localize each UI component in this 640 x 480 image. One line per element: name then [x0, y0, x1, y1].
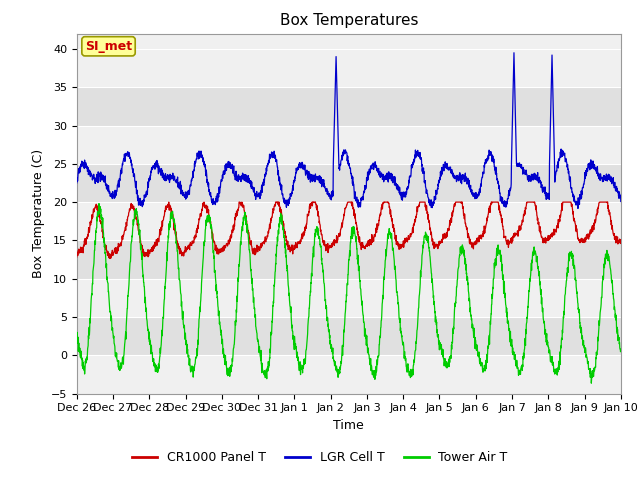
Legend: CR1000 Panel T, LGR Cell T, Tower Air T: CR1000 Panel T, LGR Cell T, Tower Air T	[127, 446, 513, 469]
X-axis label: Time: Time	[333, 419, 364, 432]
Bar	[77, 164, 621, 202]
Bar	[77, 240, 621, 279]
Bar	[77, 49, 621, 87]
Bar	[77, 317, 621, 355]
Title: Box Temperatures: Box Temperatures	[280, 13, 418, 28]
Bar	[77, 202, 621, 240]
Bar	[77, 125, 621, 164]
Y-axis label: Box Temperature (C): Box Temperature (C)	[32, 149, 45, 278]
Bar	[77, 355, 621, 394]
Bar	[77, 279, 621, 317]
Text: SI_met: SI_met	[85, 40, 132, 53]
Bar	[77, 87, 621, 125]
